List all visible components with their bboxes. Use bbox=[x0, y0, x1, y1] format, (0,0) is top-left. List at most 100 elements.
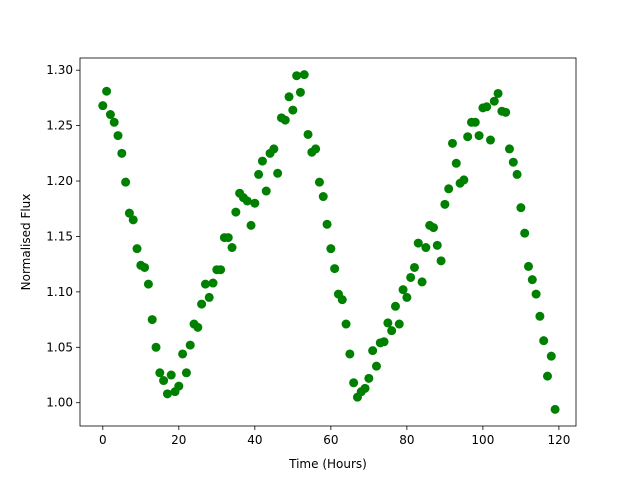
point bbox=[371, 361, 381, 371]
point bbox=[330, 264, 340, 274]
x-tick-label: 40 bbox=[247, 433, 262, 447]
point bbox=[337, 295, 347, 305]
point bbox=[200, 279, 210, 289]
point bbox=[254, 169, 264, 179]
point bbox=[105, 110, 115, 120]
point bbox=[428, 223, 438, 233]
point bbox=[527, 275, 537, 285]
x-tick-label: 100 bbox=[471, 433, 494, 447]
point bbox=[318, 192, 328, 202]
x-tick-label: 120 bbox=[547, 433, 570, 447]
point bbox=[482, 102, 492, 112]
y-tick-label: 1.30 bbox=[46, 63, 73, 77]
point bbox=[102, 86, 112, 96]
point bbox=[470, 117, 480, 127]
point bbox=[181, 368, 191, 378]
y-axis-label: Normalised Flux bbox=[19, 194, 33, 291]
point bbox=[440, 199, 450, 209]
y-tick-label: 1.25 bbox=[46, 119, 73, 133]
y-tick-label: 1.05 bbox=[46, 340, 73, 354]
point bbox=[535, 311, 545, 321]
point bbox=[246, 220, 256, 230]
point bbox=[98, 101, 108, 111]
point bbox=[516, 203, 526, 213]
y-tick-label: 1.20 bbox=[46, 174, 73, 188]
y-tick-label: 1.10 bbox=[46, 285, 73, 299]
point bbox=[326, 244, 336, 254]
point bbox=[550, 404, 560, 414]
point bbox=[273, 168, 283, 178]
point bbox=[520, 228, 530, 238]
point bbox=[132, 244, 142, 254]
point bbox=[413, 238, 423, 248]
point bbox=[421, 243, 431, 253]
point bbox=[162, 389, 172, 399]
point bbox=[485, 135, 495, 145]
plot-frame bbox=[79, 57, 577, 427]
point bbox=[341, 319, 351, 329]
point bbox=[508, 157, 518, 167]
point bbox=[311, 144, 321, 154]
point bbox=[444, 184, 454, 194]
point bbox=[531, 289, 541, 299]
point bbox=[390, 301, 400, 311]
point bbox=[409, 262, 419, 272]
point bbox=[493, 88, 503, 98]
point bbox=[459, 175, 469, 185]
point bbox=[360, 383, 370, 393]
point bbox=[364, 373, 374, 383]
point bbox=[295, 87, 305, 97]
point bbox=[147, 315, 157, 325]
point bbox=[159, 376, 169, 386]
point bbox=[417, 277, 427, 287]
point bbox=[512, 169, 522, 179]
point bbox=[174, 381, 184, 391]
point bbox=[379, 337, 389, 347]
point bbox=[227, 243, 237, 253]
point bbox=[539, 336, 549, 346]
point bbox=[178, 349, 188, 359]
point bbox=[402, 292, 412, 302]
point bbox=[208, 278, 218, 288]
point bbox=[197, 299, 207, 309]
point bbox=[261, 186, 271, 196]
point bbox=[546, 351, 556, 361]
point bbox=[398, 285, 408, 295]
point bbox=[474, 131, 484, 141]
point bbox=[451, 158, 461, 168]
point bbox=[303, 129, 313, 139]
x-tick-label: 60 bbox=[323, 433, 338, 447]
point bbox=[288, 105, 298, 115]
point bbox=[185, 340, 195, 350]
point bbox=[269, 144, 279, 154]
point bbox=[322, 219, 332, 229]
point bbox=[489, 96, 499, 106]
point bbox=[383, 318, 393, 328]
point bbox=[406, 272, 416, 282]
point bbox=[504, 144, 514, 154]
point bbox=[314, 177, 324, 187]
point bbox=[124, 208, 134, 218]
point bbox=[250, 198, 260, 208]
point bbox=[387, 326, 397, 336]
point bbox=[151, 342, 161, 352]
point bbox=[436, 256, 446, 266]
point bbox=[345, 349, 355, 359]
point bbox=[280, 115, 290, 125]
point bbox=[349, 378, 359, 388]
point bbox=[155, 368, 165, 378]
point bbox=[231, 207, 241, 217]
y-tick-label: 1.15 bbox=[46, 229, 73, 243]
point bbox=[432, 240, 442, 250]
point bbox=[109, 117, 119, 127]
point bbox=[113, 131, 123, 141]
x-axis-label: Time (Hours) bbox=[288, 457, 367, 471]
point bbox=[447, 138, 457, 148]
point bbox=[223, 233, 233, 243]
point bbox=[523, 261, 533, 271]
point bbox=[140, 262, 150, 272]
point bbox=[166, 370, 176, 380]
x-tick-label: 80 bbox=[399, 433, 414, 447]
point bbox=[542, 371, 552, 381]
